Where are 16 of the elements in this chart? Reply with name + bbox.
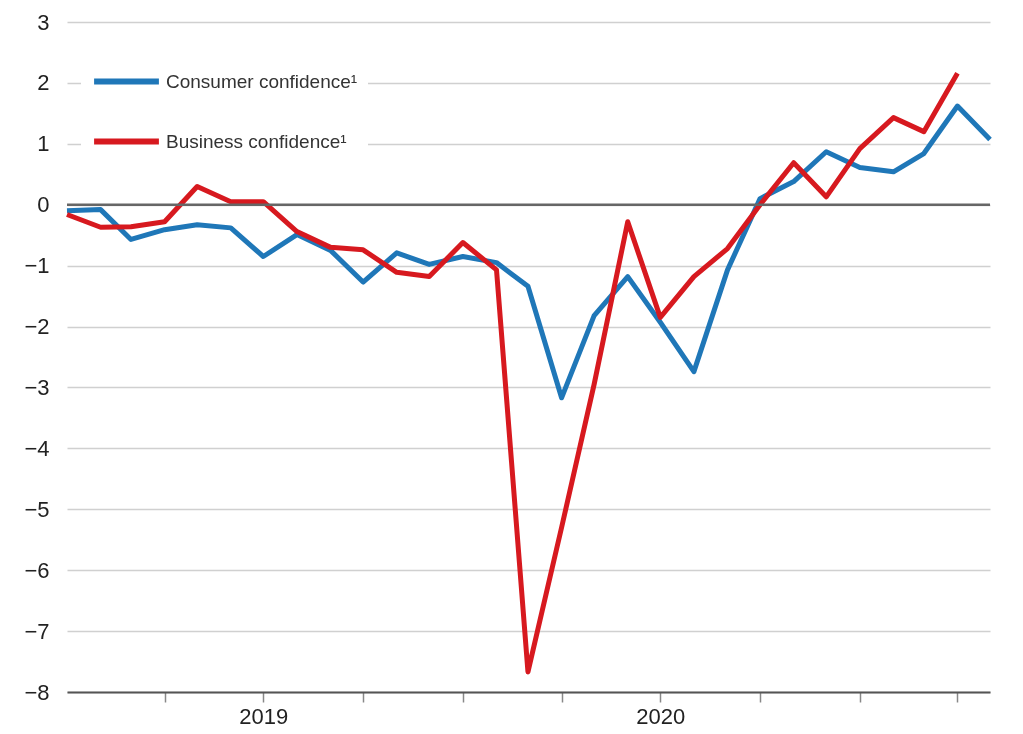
y-tick-label: −6 xyxy=(24,557,50,583)
y-tick-label: 0 xyxy=(37,192,50,218)
y-tick-label: −1 xyxy=(24,253,50,279)
legend-label: Consumer confidence¹ xyxy=(166,70,358,92)
y-tick-label: −5 xyxy=(24,496,50,522)
y-tick-label: −8 xyxy=(24,679,50,705)
x-tick-label: 2020 xyxy=(636,703,686,729)
y-tick-label: 2 xyxy=(37,70,50,96)
x-tick-label: 2019 xyxy=(239,703,289,729)
y-tick-label: −2 xyxy=(24,314,50,340)
y-tick-label: −7 xyxy=(24,618,50,644)
y-tick-label: 1 xyxy=(37,131,50,157)
legend-label: Business confidence¹ xyxy=(166,130,347,152)
y-tick-label: 3 xyxy=(37,9,50,35)
y-tick-label: −4 xyxy=(24,435,50,461)
y-tick-label: −3 xyxy=(24,374,50,400)
